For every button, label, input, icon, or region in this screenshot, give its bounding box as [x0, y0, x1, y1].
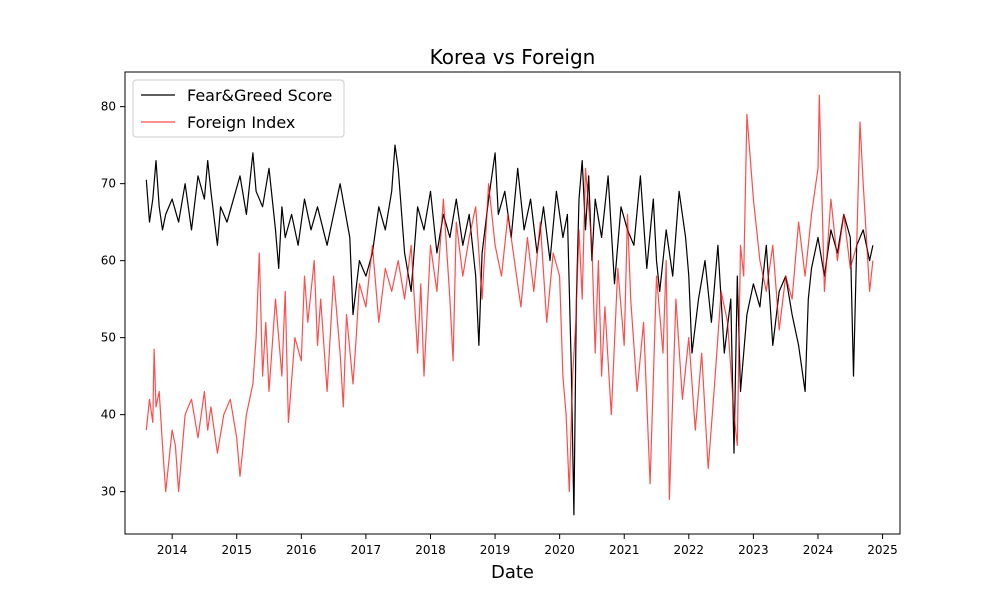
x-axis: 2014 2015 2016 2017 2018 2019 2020 2021 2022 2023…: [157, 534, 898, 557]
y-tick-label: 80: [101, 100, 116, 114]
y-tick-label: 30: [101, 485, 116, 499]
series-line-foreign-index: [145, 94, 874, 500]
legend-box: [132, 79, 345, 138]
x-tick-label: 2014: [157, 543, 188, 557]
series-line-fear-greed: [145, 144, 874, 516]
x-tick-label: 2021: [609, 543, 640, 557]
x-tick-label: 2018: [415, 543, 446, 557]
x-tick-label: 2020: [544, 543, 575, 557]
y-tick-label: 60: [101, 254, 116, 268]
legend-label-foreign-index: Foreign Index: [187, 113, 295, 132]
y-tick-label: 50: [101, 331, 116, 345]
x-tick-label: 2025: [867, 543, 898, 557]
x-tick-label: 2017: [351, 543, 382, 557]
x-tick-label: 2023: [738, 543, 769, 557]
y-axis: 30 40 50 60 70 80: [101, 100, 125, 499]
x-tick-label: 2022: [674, 543, 705, 557]
x-axis-label: Date: [491, 562, 534, 583]
x-tick-label: 2016: [286, 543, 317, 557]
chart-title: Korea vs Foreign: [430, 45, 596, 69]
y-tick-label: 40: [101, 408, 116, 422]
legend-label-fear-greed: Fear&Greed Score: [187, 86, 332, 105]
x-tick-label: 2015: [221, 543, 252, 557]
plot-frame: [124, 71, 901, 535]
legend: Fear&Greed Score Foreign Index: [132, 79, 345, 138]
x-tick-label: 2024: [803, 543, 834, 557]
y-tick-label: 70: [101, 177, 116, 191]
x-tick-label: 2019: [480, 543, 511, 557]
